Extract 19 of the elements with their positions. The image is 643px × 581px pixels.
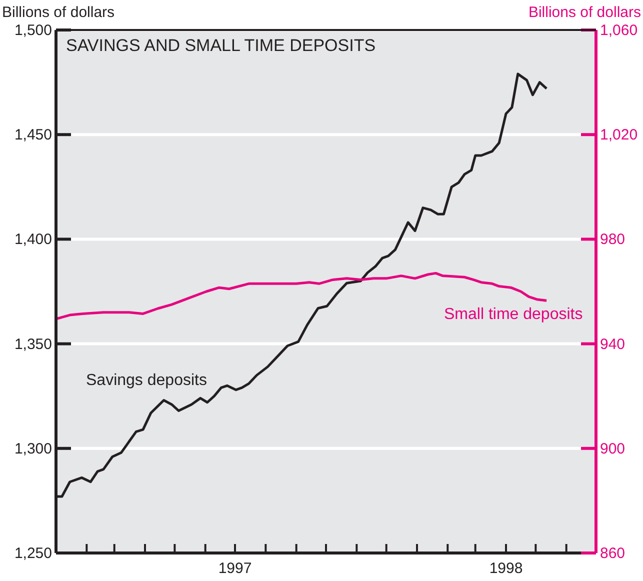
y-tick-label: 1,250 [14,545,52,562]
y-tick-label: 1,450 [14,126,52,144]
y2-tick-label: 860 [600,545,626,562]
chart-title: SAVINGS AND SMALL TIME DEPOSITS [66,36,376,56]
y-axis-title: Billions of dollars [2,4,115,21]
series-label: Savings deposits [86,372,207,390]
y2-tick-label: 980 [600,231,626,248]
y2-tick-label: 940 [600,336,626,353]
y2-tick-label: 900 [600,440,626,458]
y-tick-label: 1,500 [14,22,52,39]
y2-tick-label: 1,060 [600,22,638,39]
x-tick-label: 1998 [489,560,523,577]
y-tick-label: 1,400 [14,231,52,248]
series-label: Small time deposits [444,306,583,324]
y-tick-label: 1,350 [14,336,52,353]
y2-axis-title: Billions of dollars [528,4,641,21]
y-tick-label: 1,300 [14,440,52,458]
y2-tick-label: 1,020 [600,126,638,144]
x-tick-label: 1997 [218,560,252,577]
